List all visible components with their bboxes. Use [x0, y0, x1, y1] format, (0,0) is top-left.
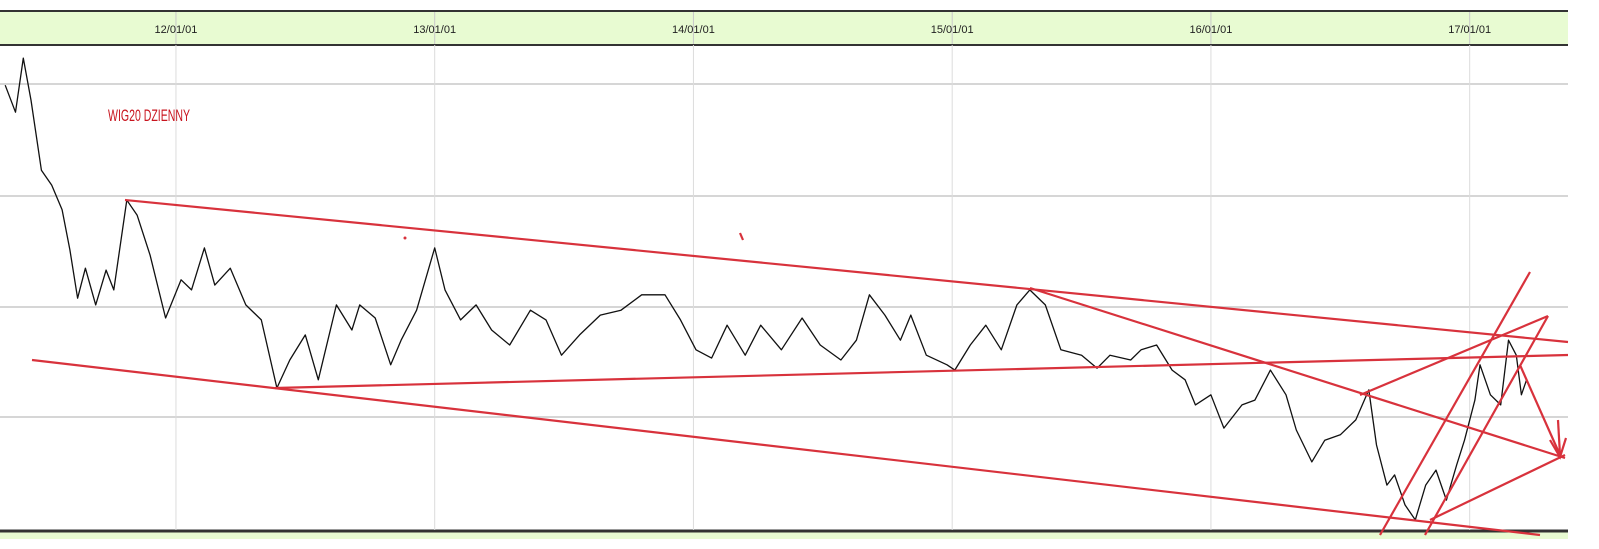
- x-tick-label: 15/01/01: [931, 24, 974, 36]
- marker: [403, 236, 407, 240]
- arrow: [1556, 419, 1562, 456]
- trend-line: [124, 198, 1569, 344]
- trend-line: [1029, 286, 1566, 460]
- horizontal-grid: [0, 83, 1568, 418]
- trend-lines: [31, 198, 1569, 537]
- x-tick-label: 16/01/01: [1190, 24, 1233, 36]
- trend-line: [1359, 314, 1549, 397]
- trend-line: [1424, 315, 1549, 536]
- series: [4, 57, 1528, 521]
- trend-line: [274, 353, 1569, 390]
- trend-line: [1429, 454, 1566, 521]
- marker: [738, 232, 745, 241]
- x-tick-label: 17/01/01: [1448, 24, 1491, 36]
- price-line: [4, 57, 1528, 521]
- trend-line: [1379, 271, 1531, 536]
- bottom-strip: [0, 531, 1568, 539]
- trend-line: [31, 358, 1541, 537]
- arrow: [1518, 364, 1562, 456]
- arrow-head: [1549, 437, 1568, 460]
- date-strip: [0, 11, 1568, 45]
- x-tick-label: 12/01/01: [155, 24, 198, 36]
- chart-title: WIG20 DZIENNY: [108, 106, 190, 125]
- x-tick-label: 14/01/01: [672, 24, 715, 36]
- x-ticks: 12/01/01 13/01/01 14/01/01 15/01/01 16/01/01…: [155, 12, 1491, 44]
- x-tick-label: 13/01/01: [413, 24, 456, 36]
- vertical-grid: [175, 45, 1471, 530]
